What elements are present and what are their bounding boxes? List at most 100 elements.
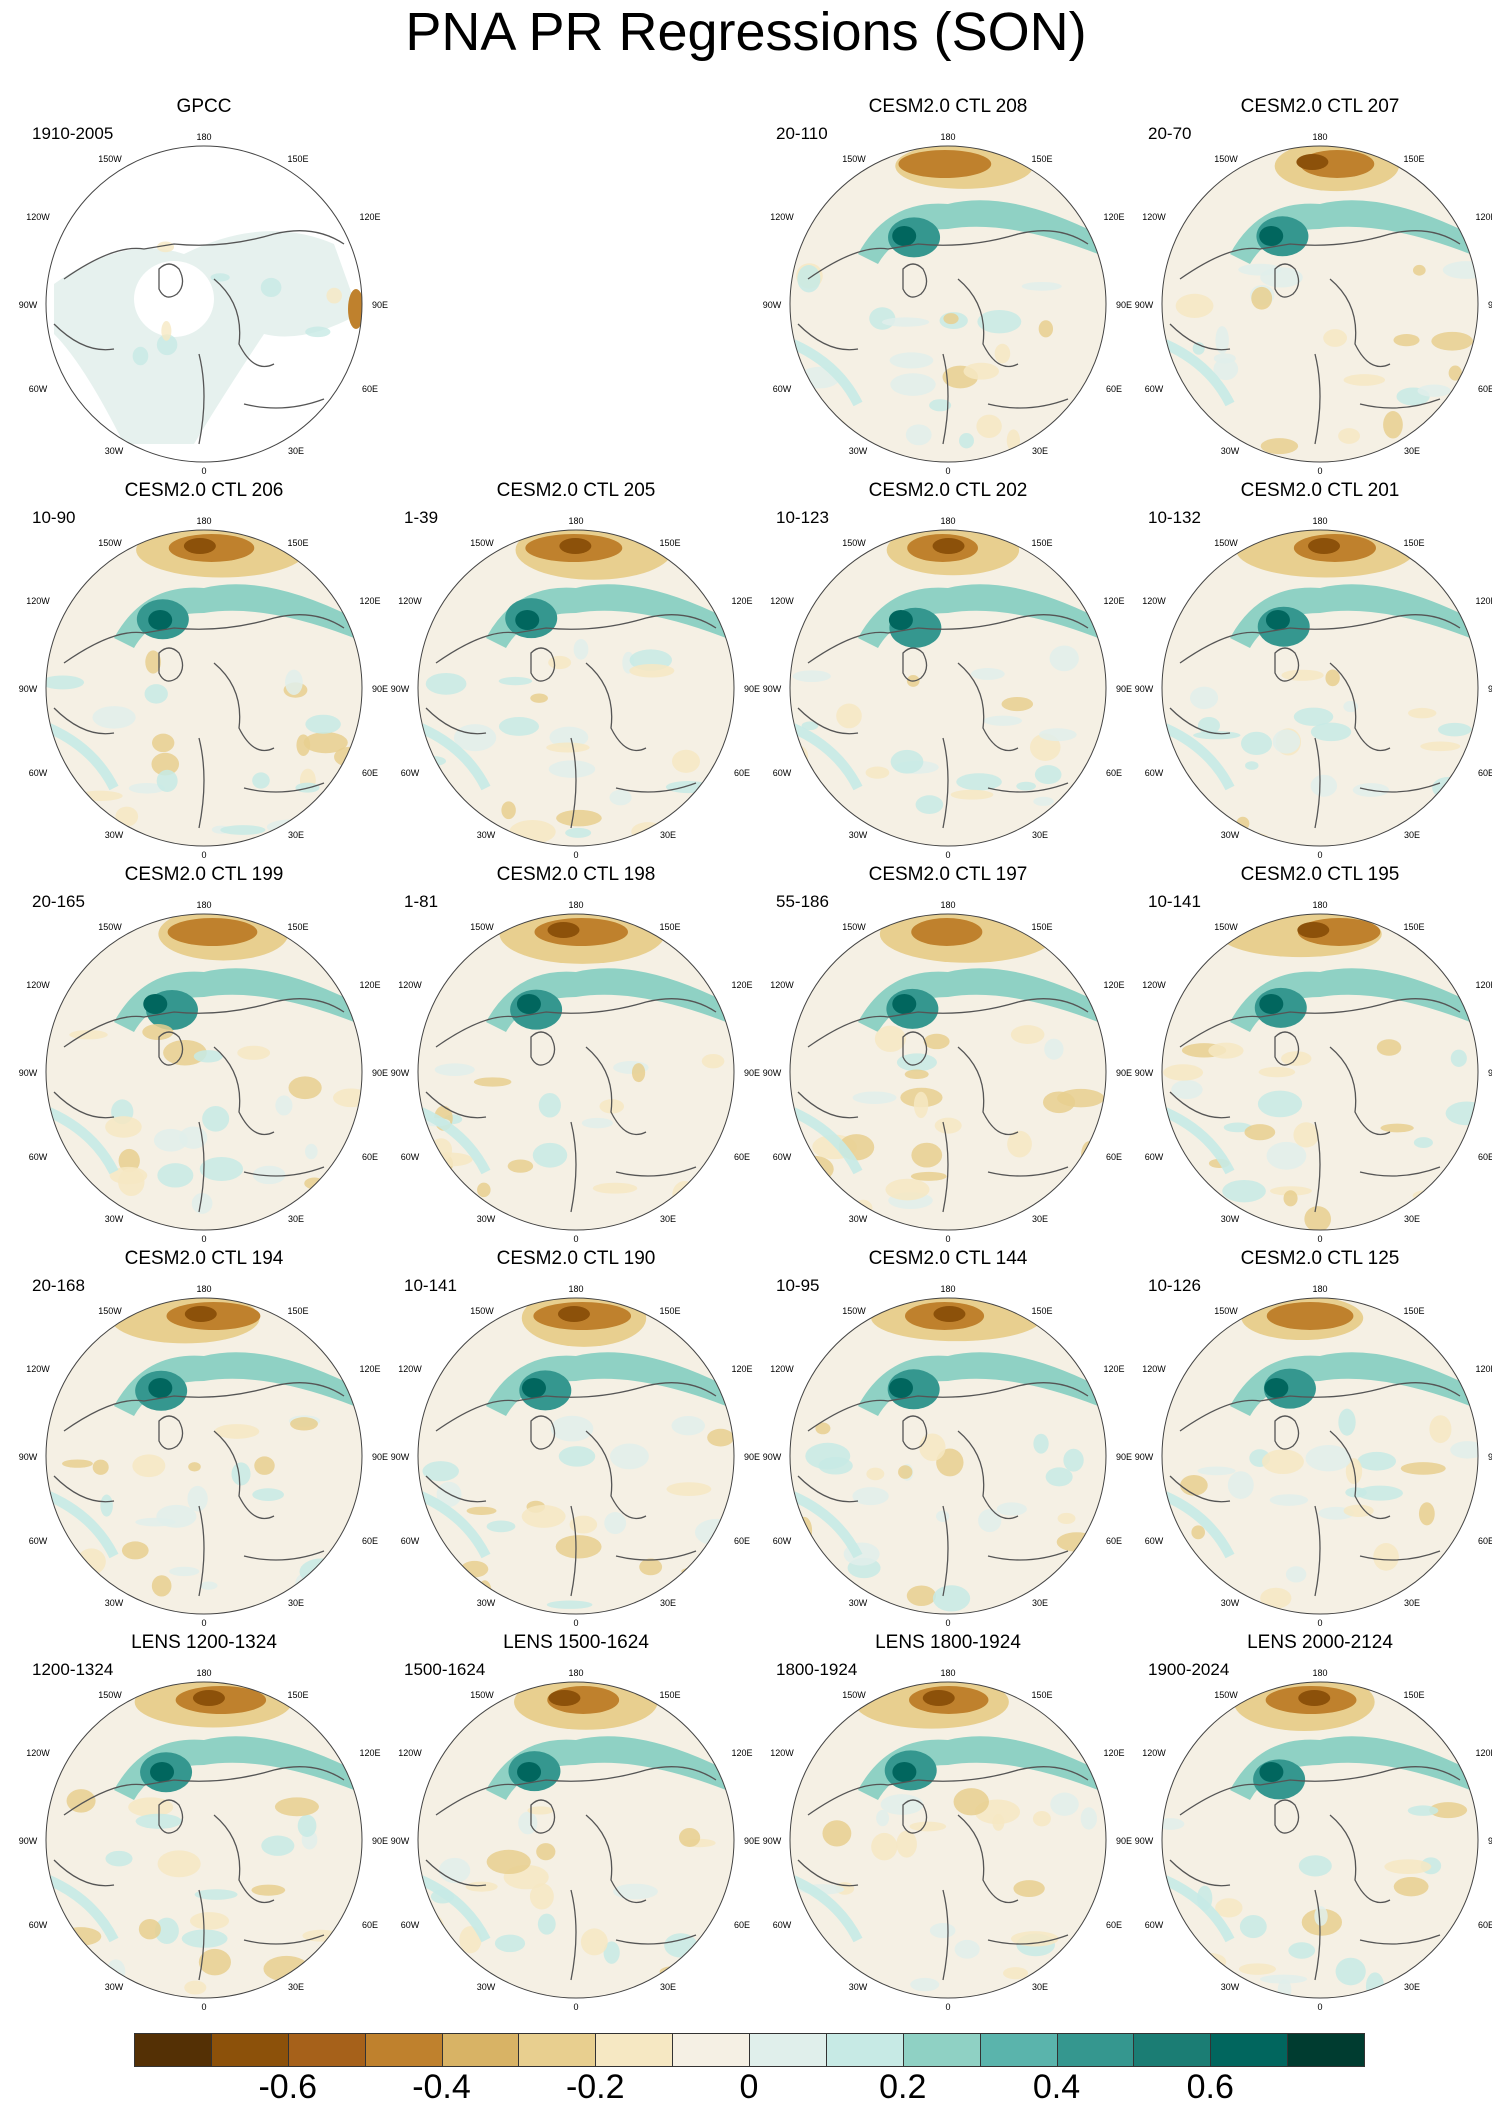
map-label: 0 — [945, 1234, 950, 1244]
map-label: 30E — [1032, 830, 1048, 840]
polar-map: 180 150W 150E 120W 120E 90W 90E 60W 60E 30W 30E 0 — [391, 900, 760, 1244]
map-label: 30W — [477, 1214, 496, 1224]
map-label: 120E — [1103, 1748, 1124, 1758]
map-label: 120E — [359, 212, 380, 222]
map-label: 120E — [1103, 980, 1124, 990]
map-label: 90E — [372, 684, 388, 694]
map-label: 30W — [105, 1598, 124, 1608]
map-label: 150W — [842, 1306, 866, 1316]
map-label: 90E — [744, 684, 760, 694]
map-label: 60E — [1106, 384, 1122, 394]
map-label: 90W — [391, 684, 410, 694]
map-label: 90W — [391, 1452, 410, 1462]
panel-period: 10-123 — [776, 508, 829, 527]
map-label: 180 — [196, 132, 211, 142]
map-label: 90W — [1135, 1836, 1154, 1846]
map-label: 30E — [1032, 1982, 1048, 1992]
coastline — [53, 1766, 345, 1981]
panel-period: 1800-1924 — [776, 1660, 858, 1679]
map-label: 180 — [940, 900, 955, 910]
map-label: 90E — [1116, 684, 1132, 694]
map-label: 60E — [362, 1152, 378, 1162]
map-label: 90W — [19, 1068, 38, 1078]
colorbar-tick-label: -0.4 — [412, 2068, 471, 2106]
map-label: 60W — [1145, 384, 1164, 394]
map-label: 150W — [98, 154, 122, 164]
panel-period: 1500-1624 — [404, 1660, 486, 1679]
map-label: 120W — [26, 596, 50, 606]
map-label: 0 — [1317, 850, 1322, 860]
map-label: 30E — [1404, 830, 1420, 840]
map-label: 60W — [401, 1536, 420, 1546]
map-panel: CESM2.0 CTL 195 10-141 180 150W 150E 120W 120E… — [1134, 864, 1492, 1244]
map-label: 90E — [1116, 1452, 1132, 1462]
polar-map: 180 150W 150E 120W 120E 90W 90E 60W 60E 30W 30E 0 — [19, 516, 388, 860]
map-label: 120W — [770, 980, 794, 990]
map-label: 120E — [731, 596, 752, 606]
map-label: 60E — [362, 384, 378, 394]
map-label: 120E — [1475, 212, 1492, 222]
map-label: 30W — [849, 446, 868, 456]
map-label: 60E — [1478, 384, 1492, 394]
map-label: 90W — [763, 684, 782, 694]
map-label: 60E — [734, 768, 750, 778]
panel-title: CESM2.0 CTL 144 — [868, 1248, 1028, 1269]
map-label: 0 — [201, 1618, 206, 1628]
map-label: 90E — [1116, 1836, 1132, 1846]
map-panel: CESM2.0 CTL 201 10-132 180 150W 150E 120W 120E… — [1134, 480, 1492, 860]
map-panel: CESM2.0 CTL 194 20-168 180 150W 150E 120W 120E… — [18, 1248, 390, 1628]
map-label: 60W — [1145, 1152, 1164, 1162]
map-label: 30W — [849, 1214, 868, 1224]
polar-map: 180 150W 150E 120W 120E 90W 90E 60W 60E 30W 30E 0 — [763, 1284, 1132, 1628]
coastline — [797, 1382, 1089, 1597]
map-label: 60W — [773, 768, 792, 778]
polar-map: 180 150W 150E 120W 120E 90W 90E 60W 60E 30W 30E 0 — [19, 132, 388, 476]
map-label: 150E — [659, 538, 680, 548]
map-panel: LENS 2000-2124 1900-2024 180 150W 150E 120W 12… — [1134, 1632, 1492, 2012]
coastline — [53, 998, 345, 1213]
map-label: 90W — [19, 1452, 38, 1462]
map-label: 180 — [568, 900, 583, 910]
map-label: 60E — [362, 768, 378, 778]
map-label: 90E — [744, 1452, 760, 1462]
polar-map: 180 150W 150E 120W 120E 90W 90E 60W 60E 30W 30E 0 — [1135, 900, 1492, 1244]
polar-map: 180 150W 150E 120W 120E 90W 90E 60W 60E 30W 30E 0 — [391, 1284, 760, 1628]
map-label: 90W — [1135, 684, 1154, 694]
polar-map: 180 150W 150E 120W 120E 90W 90E 60W 60E 30W 30E 0 — [1135, 1668, 1492, 2012]
map-label: 180 — [196, 1668, 211, 1678]
panel-title: CESM2.0 CTL 202 — [868, 480, 1028, 501]
map-label: 150W — [470, 1306, 494, 1316]
map-label: 120E — [731, 980, 752, 990]
map-label: 30W — [105, 1214, 124, 1224]
map-label: 90W — [763, 300, 782, 310]
polar-map: 180 150W 150E 120W 120E 90W 90E 60W 60E 30W 30E 0 — [1135, 132, 1492, 476]
colorbar-box — [518, 2033, 597, 2067]
map-label: 60E — [362, 1920, 378, 1930]
map-label: 150W — [1214, 538, 1238, 548]
map-label: 90E — [372, 1068, 388, 1078]
panel-period: 10-126 — [1148, 1276, 1201, 1295]
colorbar-tick-label: 0 — [739, 2068, 759, 2106]
map-label: 180 — [196, 516, 211, 526]
map-label: 30W — [477, 1598, 496, 1608]
panel-title: CESM2.0 CTL 197 — [868, 864, 1028, 885]
panel-period: 55-186 — [776, 892, 829, 911]
map-label: 150E — [287, 538, 308, 548]
map-label: 150E — [287, 922, 308, 932]
map-label: 30E — [1404, 1598, 1420, 1608]
panel-title: CESM2.0 CTL 208 — [868, 96, 1028, 117]
panel-title: CESM2.0 CTL 201 — [1240, 480, 1400, 501]
map-label: 60W — [773, 1152, 792, 1162]
map-label: 60E — [734, 1920, 750, 1930]
map-label: 120W — [770, 212, 794, 222]
coastline — [1169, 614, 1461, 829]
map-label: 120E — [731, 1748, 752, 1758]
map-label: 120W — [398, 596, 422, 606]
panel-period: 20-70 — [1148, 124, 1192, 143]
polar-map: 180 150W 150E 120W 120E 90W 90E 60W 60E 30W 30E 0 — [19, 1284, 388, 1628]
coastline — [1169, 1382, 1461, 1597]
map-panel: GPCC 1910-2005 180 150W 150E 120W 120E 90W 90E 60… — [18, 96, 390, 476]
panel-title: GPCC — [176, 96, 232, 117]
map-label: 60W — [773, 384, 792, 394]
map-label: 180 — [940, 132, 955, 142]
